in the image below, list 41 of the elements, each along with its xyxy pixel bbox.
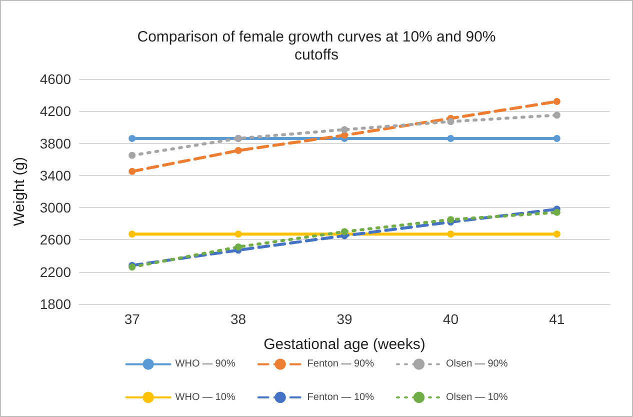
chart-title: Comparison of female growth curves at 10% and 90% cutoffs — [137, 28, 496, 64]
point — [341, 132, 348, 139]
point — [447, 230, 454, 238]
point — [447, 134, 454, 142]
legend-label: WHO — 90% — [175, 358, 236, 370]
y-tick-label: 4200 — [40, 103, 72, 120]
y-tick-label: 4600 — [40, 71, 72, 87]
point — [234, 243, 242, 250]
legend-label: WHO — 10% — [175, 392, 236, 403]
point — [341, 228, 348, 236]
y-axis-title: Weight (g) — [11, 157, 28, 226]
legend-label: Olsen — 90% — [446, 358, 508, 370]
y-tick-label: 2200 — [40, 264, 72, 280]
point — [553, 230, 560, 238]
y-tick-label: 3000 — [40, 200, 72, 216]
point — [553, 98, 560, 105]
point — [128, 152, 136, 159]
x-tick-label: 38 — [230, 311, 246, 327]
point — [447, 216, 454, 224]
x-axis-title: Gestational age (weeks) — [264, 336, 426, 353]
point — [234, 147, 242, 154]
point — [553, 134, 560, 142]
y-tick-label: 3800 — [40, 135, 72, 152]
legend-label: Fenton — 90% — [307, 358, 374, 370]
x-tick-label: 40 — [442, 311, 459, 327]
point — [234, 230, 242, 238]
point — [128, 230, 136, 238]
point — [128, 168, 136, 175]
y-tick-label: 2600 — [40, 232, 72, 248]
x-tick-label: 37 — [124, 311, 140, 327]
y-tick-label: 1800 — [40, 296, 72, 312]
y-tick-label: 3400 — [40, 167, 72, 184]
point — [128, 134, 136, 142]
point — [553, 112, 560, 119]
x-tick-label: 41 — [549, 311, 565, 327]
point — [447, 118, 454, 126]
x-tick-label: 39 — [336, 311, 352, 327]
legend-label: Olsen — 10% — [446, 392, 508, 403]
point — [553, 208, 560, 216]
point — [341, 126, 348, 134]
legend-label: Fenton — 10% — [307, 392, 374, 403]
